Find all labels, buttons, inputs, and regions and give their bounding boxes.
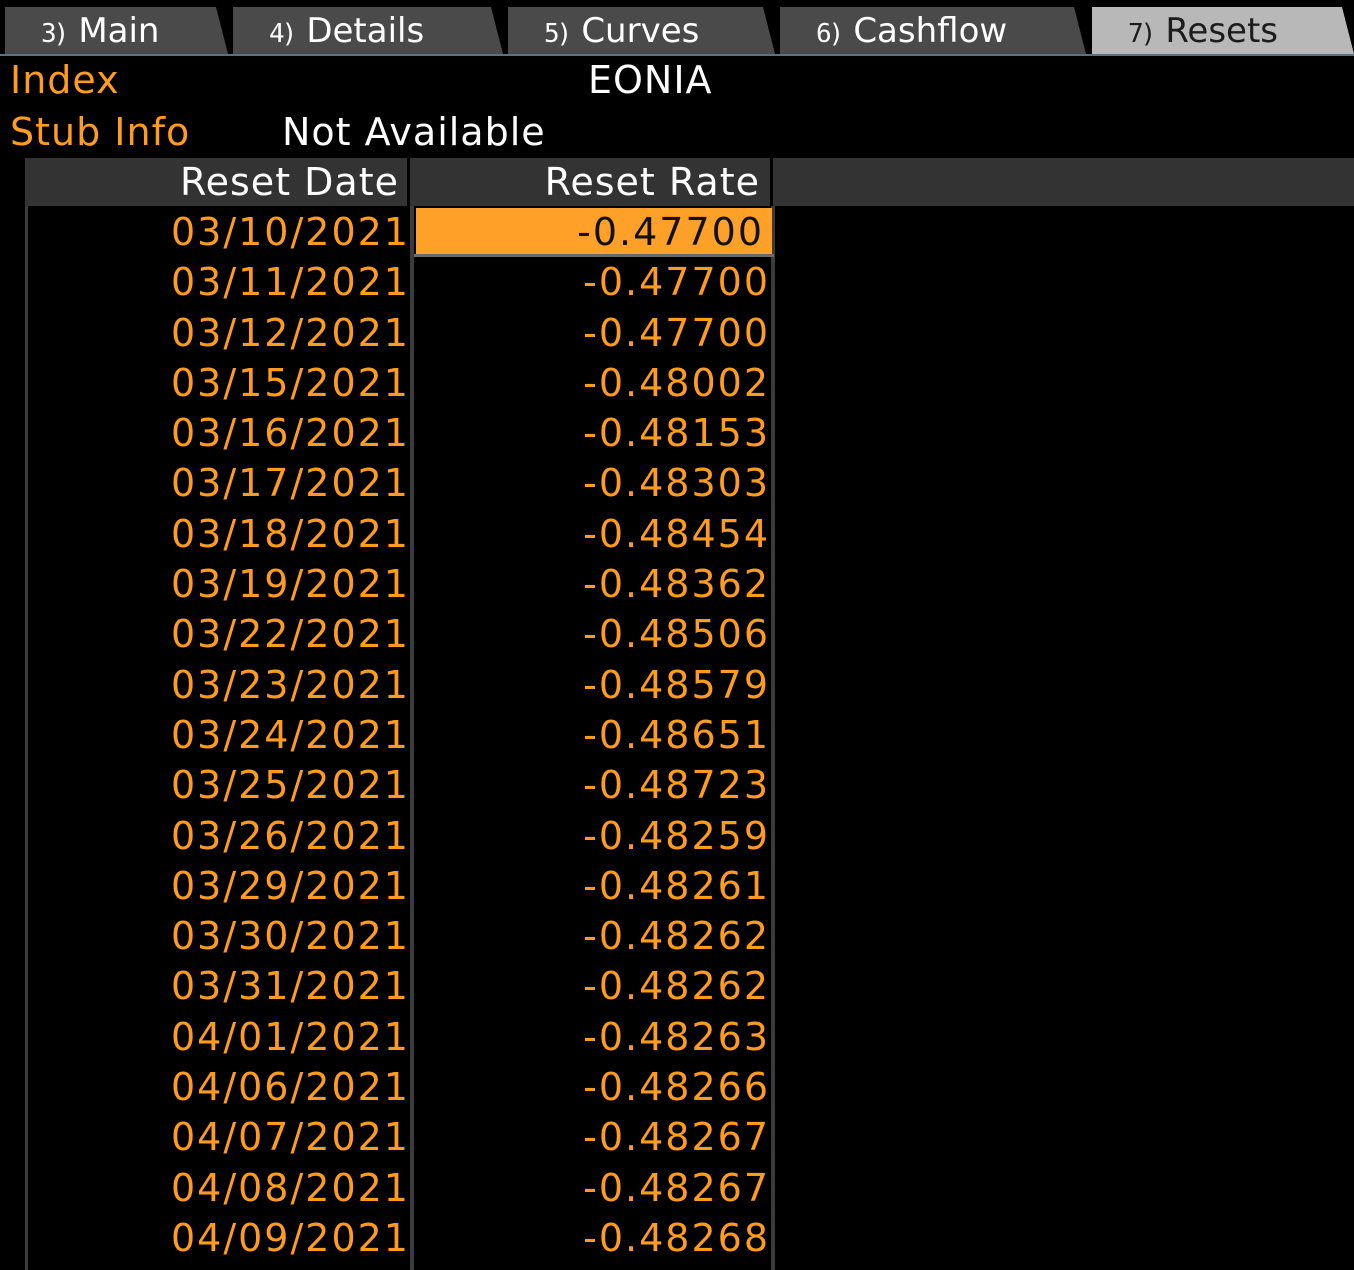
table-row[interactable]: 03/19/2021 -0.48362: [28, 558, 773, 608]
reset-date-cell: 03/10/2021: [170, 210, 410, 254]
table-row[interactable]: 03/22/2021 -0.48506: [28, 608, 773, 658]
tab-resets[interactable]: 7) Resets: [1092, 7, 1354, 54]
tab-main[interactable]: 3) Main: [5, 7, 228, 54]
table-row[interactable]: 03/29/2021 -0.48261: [28, 860, 773, 910]
reset-date-cell: 04/07/2021: [170, 1115, 410, 1160]
reset-date-cell: 03/12/2021: [170, 310, 410, 355]
tab-label: Curves: [581, 11, 700, 51]
table-row[interactable]: 03/25/2021 -0.48723: [28, 759, 773, 809]
table-row[interactable]: 03/11/2021 -0.47700: [28, 256, 773, 306]
reset-rate-cell[interactable]: -0.48263: [583, 1014, 770, 1059]
table-row[interactable]: 04/08/2021 -0.48267: [28, 1162, 773, 1212]
reset-date-cell: 03/18/2021: [170, 511, 410, 556]
reset-date-cell: 03/31/2021: [170, 964, 410, 1009]
reset-date-cell: 03/22/2021: [170, 612, 410, 657]
reset-rate-cell[interactable]: -0.47700: [583, 260, 770, 305]
reset-rate-cell[interactable]: -0.48362: [583, 562, 770, 607]
tab-label: Resets: [1165, 11, 1279, 51]
reset-rate-cell[interactable]: -0.48002: [583, 360, 770, 405]
tab-curves[interactable]: 5) Curves: [508, 7, 775, 54]
tab-bar: 3) Main 4) Details 5) Curves 6) Cashflow 7) R…: [0, 0, 1354, 56]
tab-number: 3): [41, 19, 67, 49]
table-row[interactable]: 03/30/2021 -0.48262: [28, 910, 773, 960]
resets-grid: [25, 158, 1354, 1270]
tab-number: 6): [816, 19, 842, 49]
reset-rate-cell[interactable]: -0.48267: [583, 1115, 770, 1160]
reset-rate-cell[interactable]: -0.48262: [583, 964, 770, 1009]
reset-rate-cell[interactable]: -0.48153: [583, 411, 770, 456]
column-divider: [410, 206, 414, 1270]
table-row[interactable]: 03/23/2021 -0.48579: [28, 659, 773, 709]
reset-date-cell: 03/15/2021: [170, 360, 410, 405]
table-row[interactable]: 03/18/2021 -0.48454: [28, 508, 773, 558]
reset-rate-cell[interactable]: -0.48268: [583, 1215, 770, 1260]
column-header-reset-date[interactable]: Reset Date: [25, 158, 410, 206]
reset-rate-cell[interactable]: -0.48262: [583, 914, 770, 959]
reset-date-cell: 03/23/2021: [170, 662, 410, 707]
table-row[interactable]: 03/16/2021 -0.48153: [28, 407, 773, 457]
table-row[interactable]: 03/10/2021 -0.47700: [28, 206, 774, 258]
table-header: Reset Date Reset Rate: [25, 158, 1354, 206]
reset-rate-cell[interactable]: -0.48259: [583, 813, 770, 858]
column-header-reset-rate[interactable]: Reset Rate: [413, 158, 773, 206]
reset-rate-cell[interactable]: -0.48261: [583, 863, 770, 908]
resets-table-body: 03/10/2021 -0.47700 03/11/2021 -0.47700 03/1…: [28, 206, 774, 1262]
table-row[interactable]: 04/06/2021 -0.48266: [28, 1061, 773, 1111]
reset-rate-cell[interactable]: -0.48651: [583, 712, 770, 757]
index-value: EONIA: [588, 58, 713, 102]
stub-info-value: Not Available: [282, 110, 546, 154]
table-row[interactable]: 04/07/2021 -0.48267: [28, 1111, 773, 1161]
reset-date-cell: 03/19/2021: [170, 562, 410, 607]
reset-date-cell: 04/08/2021: [170, 1165, 410, 1210]
reset-rate-cell[interactable]: -0.48506: [583, 612, 770, 657]
reset-date-cell: 04/06/2021: [170, 1065, 410, 1110]
tab-number: 4): [269, 19, 295, 49]
reset-rate-cell[interactable]: -0.48579: [583, 662, 770, 707]
reset-date-cell: 04/01/2021: [170, 1014, 410, 1059]
table-row[interactable]: 03/12/2021 -0.47700: [28, 307, 773, 357]
tab-label: Cashflow: [853, 11, 1008, 51]
column-divider: [771, 206, 775, 1270]
reset-date-cell: 03/26/2021: [170, 813, 410, 858]
table-row[interactable]: 03/15/2021 -0.48002: [28, 357, 773, 407]
stub-info-label: Stub Info: [10, 110, 191, 154]
reset-date-cell: 03/11/2021: [170, 260, 410, 305]
table-row[interactable]: 03/26/2021 -0.48259: [28, 810, 773, 860]
table-row[interactable]: 03/24/2021 -0.48651: [28, 709, 773, 759]
reset-rate-cell[interactable]: -0.48723: [583, 763, 770, 808]
reset-rate-cell[interactable]: -0.48267: [583, 1165, 770, 1210]
reset-date-cell: 03/16/2021: [170, 411, 410, 456]
tab-label: Main: [78, 11, 160, 51]
reset-rate-cell[interactable]: -0.47700: [583, 310, 770, 355]
table-row[interactable]: 04/09/2021 -0.48268: [28, 1212, 773, 1262]
reset-rate-cell[interactable]: -0.48454: [583, 511, 770, 556]
index-label: Index: [10, 58, 120, 102]
reset-date-cell: 03/29/2021: [170, 863, 410, 908]
tab-details[interactable]: 4) Details: [233, 7, 503, 54]
reset-rate-cell[interactable]: -0.48303: [583, 461, 770, 506]
table-row[interactable]: 04/01/2021 -0.48263: [28, 1011, 773, 1061]
reset-date-cell: 03/17/2021: [170, 461, 410, 506]
table-row[interactable]: 03/31/2021 -0.48262: [28, 960, 773, 1010]
reset-rate-cell[interactable]: -0.47700: [416, 208, 772, 254]
reset-date-cell: 04/09/2021: [170, 1215, 410, 1260]
reset-rate-cell[interactable]: -0.48266: [583, 1065, 770, 1110]
table-row[interactable]: 03/17/2021 -0.48303: [28, 457, 773, 507]
tab-number: 7): [1128, 19, 1154, 49]
tab-cashflow[interactable]: 6) Cashflow: [780, 7, 1086, 54]
reset-date-cell: 03/30/2021: [170, 914, 410, 959]
tab-number: 5): [544, 19, 570, 49]
reset-date-cell: 03/24/2021: [170, 712, 410, 757]
tab-label: Details: [306, 11, 425, 51]
reset-date-cell: 03/25/2021: [170, 763, 410, 808]
